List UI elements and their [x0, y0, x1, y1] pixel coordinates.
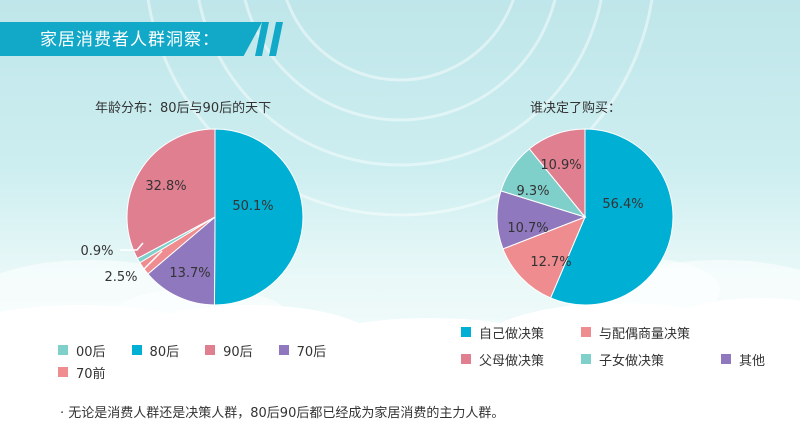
age-legend-label-1: 80后 [149, 344, 180, 360]
age-data-label-1: 13.7% [169, 266, 210, 281]
who-legend-item-4: 其他 [721, 348, 771, 370]
age-legend-item-3: 70后 [278, 339, 327, 361]
who-legend-swatch-4 [721, 354, 731, 364]
who-legend-swatch-1 [581, 327, 591, 337]
age-chart-title: 年龄分布：80后与90后的天下 [95, 101, 272, 116]
who-legend-swatch-2 [461, 354, 471, 364]
who-legend-item-0: 自己做决策 [461, 321, 581, 343]
age-legend-swatch-0 [58, 345, 68, 355]
age-legend-item-0: 00后 [58, 339, 106, 361]
age-data-label-3: 0.9% [80, 244, 113, 259]
age-legend-item-1: 80后 [131, 339, 180, 361]
who-legend-swatch-0 [461, 327, 471, 337]
age-pie-slice-1 [147, 215, 216, 306]
who-legend-item-1: 与配偶商量决策 [581, 321, 721, 343]
age-legend-label-2: 90后 [223, 344, 253, 360]
age-data-label-2: 2.5% [104, 270, 137, 285]
banner-stripes [255, 22, 283, 56]
heading-banner [0, 22, 262, 56]
age-legend-label-3: 70后 [296, 344, 327, 360]
who-data-label-2: 10.7% [507, 221, 548, 236]
age-legend-swatch-3 [278, 345, 289, 355]
age-legend-swatch-2 [205, 345, 216, 355]
who-legend-label-1: 与配偶商量决策 [599, 326, 691, 342]
age-data-label-4: 32.8% [145, 179, 186, 194]
who-legend-label-2: 父母做决策 [479, 353, 545, 369]
age-leader-line-2 [142, 250, 163, 271]
who-data-label-1: 12.7% [530, 255, 571, 270]
footnote: · 无论是消费人群还是决策人群，80后90后都已经成为家居消费的主力人群。 [60, 406, 505, 421]
who-data-label-4: 10.9% [540, 158, 581, 173]
who-legend-label-3: 子女做决策 [599, 353, 665, 369]
age-legend-label-0: 00后 [76, 344, 106, 360]
age-data-label-0: 50.1% [232, 199, 273, 214]
age-legend-label-4: 70前 [76, 366, 106, 382]
who-legend-label-4: 其他 [739, 353, 766, 369]
who-legend-item-2: 父母做决策 [461, 348, 581, 370]
age-pie-slice-4 [126, 128, 216, 260]
who-legend-swatch-3 [581, 354, 591, 364]
who-legend-item-3: 子女做决策 [581, 348, 721, 370]
who-legend-label-0: 自己做决策 [479, 326, 545, 342]
who-pie-slice-4 [528, 128, 586, 219]
who-pie-slice-0 [549, 128, 674, 306]
age-legend-item-2: 90后 [205, 339, 253, 361]
who-data-label-3: 9.3% [516, 184, 549, 199]
who-pie-slice-1 [502, 216, 586, 299]
decision-legend: 自己做决策 与配偶商量决策父母做决策 子女做决策 其他 [461, 321, 781, 375]
age-legend: 00后 80后 90后 70后 70前 [58, 339, 398, 383]
age-legend-swatch-4 [58, 367, 68, 377]
decision-chart-title: 谁决定了购买： [530, 101, 622, 116]
age-pie-slice-0 [213, 128, 304, 306]
age-legend-swatch-1 [131, 345, 142, 355]
age-legend-item-4: 70前 [58, 361, 106, 383]
age-leader-line-3 [120, 242, 144, 251]
page-title: 家居消费者人群洞察： [40, 30, 220, 50]
who-data-label-0: 56.4% [602, 197, 643, 212]
